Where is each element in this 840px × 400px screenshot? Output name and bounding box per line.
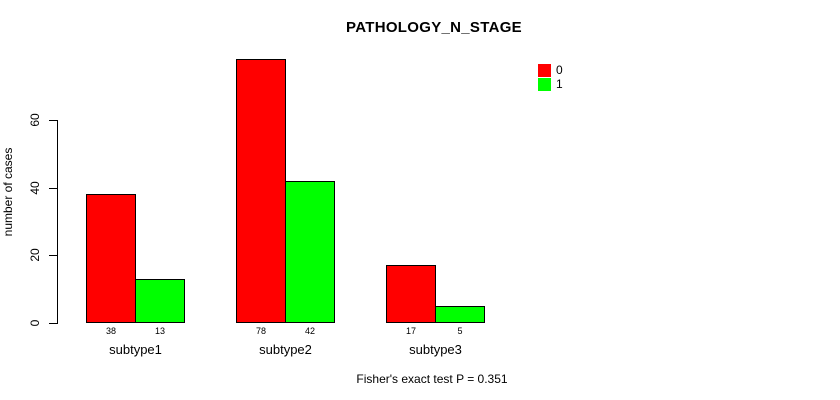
bar-value-label: 38 <box>105 326 117 336</box>
legend-label: 1 <box>556 77 563 91</box>
bar-value-label: 13 <box>154 326 166 336</box>
legend-label: 0 <box>556 63 563 77</box>
legend-entry-0: 0 <box>538 64 563 77</box>
y-axis-tick-label: 20 <box>28 248 42 262</box>
y-axis-tick <box>49 255 57 256</box>
x-category-label: subtype3 <box>409 342 462 357</box>
bar-subtype3-group0 <box>386 265 436 323</box>
x-category-label: subtype2 <box>259 342 312 357</box>
legend-entry-1: 1 <box>538 78 563 91</box>
y-axis-line <box>57 120 58 324</box>
bar-subtype3-group1 <box>435 306 485 323</box>
bar-subtype2-group0 <box>236 59 286 323</box>
bar-value-label: 78 <box>255 326 267 336</box>
legend-swatch-1 <box>538 78 551 91</box>
bar-subtype1-group0 <box>86 194 136 323</box>
y-axis-tick-label: 0 <box>28 319 42 327</box>
y-axis-tick-label: 40 <box>28 181 42 195</box>
chart-title: PATHOLOGY_N_STAGE <box>346 19 522 36</box>
y-axis-label: number of cases <box>1 147 15 237</box>
y-axis-tick <box>49 120 57 121</box>
bar-value-label: 17 <box>405 326 417 336</box>
bar-value-label: 42 <box>304 326 316 336</box>
fisher-test-annotation: Fisher's exact test P = 0.351 <box>356 372 508 386</box>
x-category-label: subtype1 <box>109 342 162 357</box>
bar-subtype2-group1 <box>285 181 335 323</box>
bar-subtype1-group1 <box>135 279 185 323</box>
bar-value-label: 5 <box>457 326 463 336</box>
y-axis-tick <box>49 188 57 189</box>
legend-swatch-0 <box>538 64 551 77</box>
y-axis-tick <box>49 323 57 324</box>
y-axis-tick-label: 60 <box>28 113 42 127</box>
